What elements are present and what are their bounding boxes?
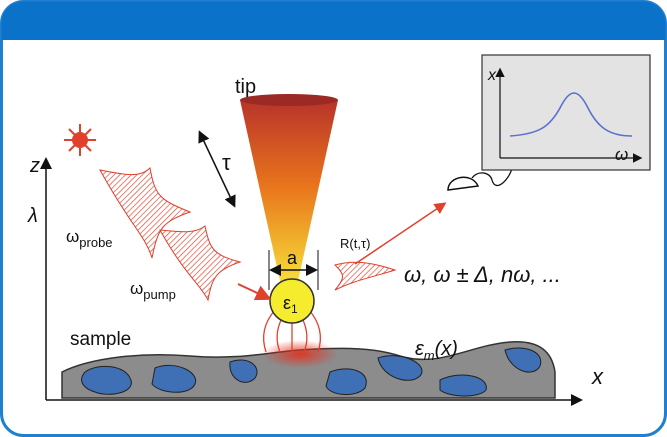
permittivity-rest: (x): [435, 338, 458, 360]
header-bar: [1, 1, 666, 40]
tip-top: [240, 94, 338, 106]
inset-y-label: x: [487, 67, 497, 84]
probe-label: ωprobe: [66, 227, 113, 250]
sphere-symbol: ε: [283, 293, 291, 313]
light-source-core: [72, 132, 88, 148]
pump-label: ωpump: [130, 279, 176, 302]
pump-symbol: ω: [130, 279, 143, 298]
detector-cable: [471, 160, 513, 187]
sample-label: sample: [70, 329, 131, 350]
signal-arrow: [354, 202, 447, 265]
probe-sub: probe: [79, 235, 112, 250]
hot-spot: [262, 340, 338, 368]
size-label: a: [287, 248, 298, 268]
sphere-label: ε1: [283, 293, 298, 316]
probe-symbol: ω: [66, 227, 79, 246]
frequencies-label: ω, ω ± Δ, nω, ...: [404, 262, 561, 287]
permittivity-sub: m: [424, 348, 435, 363]
pump-sub: pump: [143, 287, 176, 302]
delay-label: τ: [222, 150, 231, 175]
lambda-label: λ: [27, 205, 38, 227]
signal-label: R(t,τ): [340, 236, 370, 251]
permittivity-symbol: ε: [415, 338, 425, 360]
detector: [447, 176, 480, 191]
inset-x-label: ω: [615, 145, 628, 164]
probe-pulse: [99, 166, 192, 259]
z-label: z: [29, 155, 40, 177]
sphere: [269, 278, 315, 324]
sphere-sub: 1: [291, 302, 298, 316]
signal-pulse: [334, 261, 397, 291]
inset-curve: [509, 92, 633, 137]
tip-label: tip: [235, 76, 256, 98]
x-label: x: [591, 364, 604, 389]
tip: [240, 100, 338, 290]
delay-arrow: [198, 130, 236, 208]
pump-pulse: [159, 225, 242, 302]
inset: [481, 54, 651, 171]
sample-domains: [81, 347, 542, 397]
pump-arrow: [237, 283, 272, 301]
permittivity-label: εm(x): [415, 338, 458, 363]
field-lines: [263, 309, 321, 353]
